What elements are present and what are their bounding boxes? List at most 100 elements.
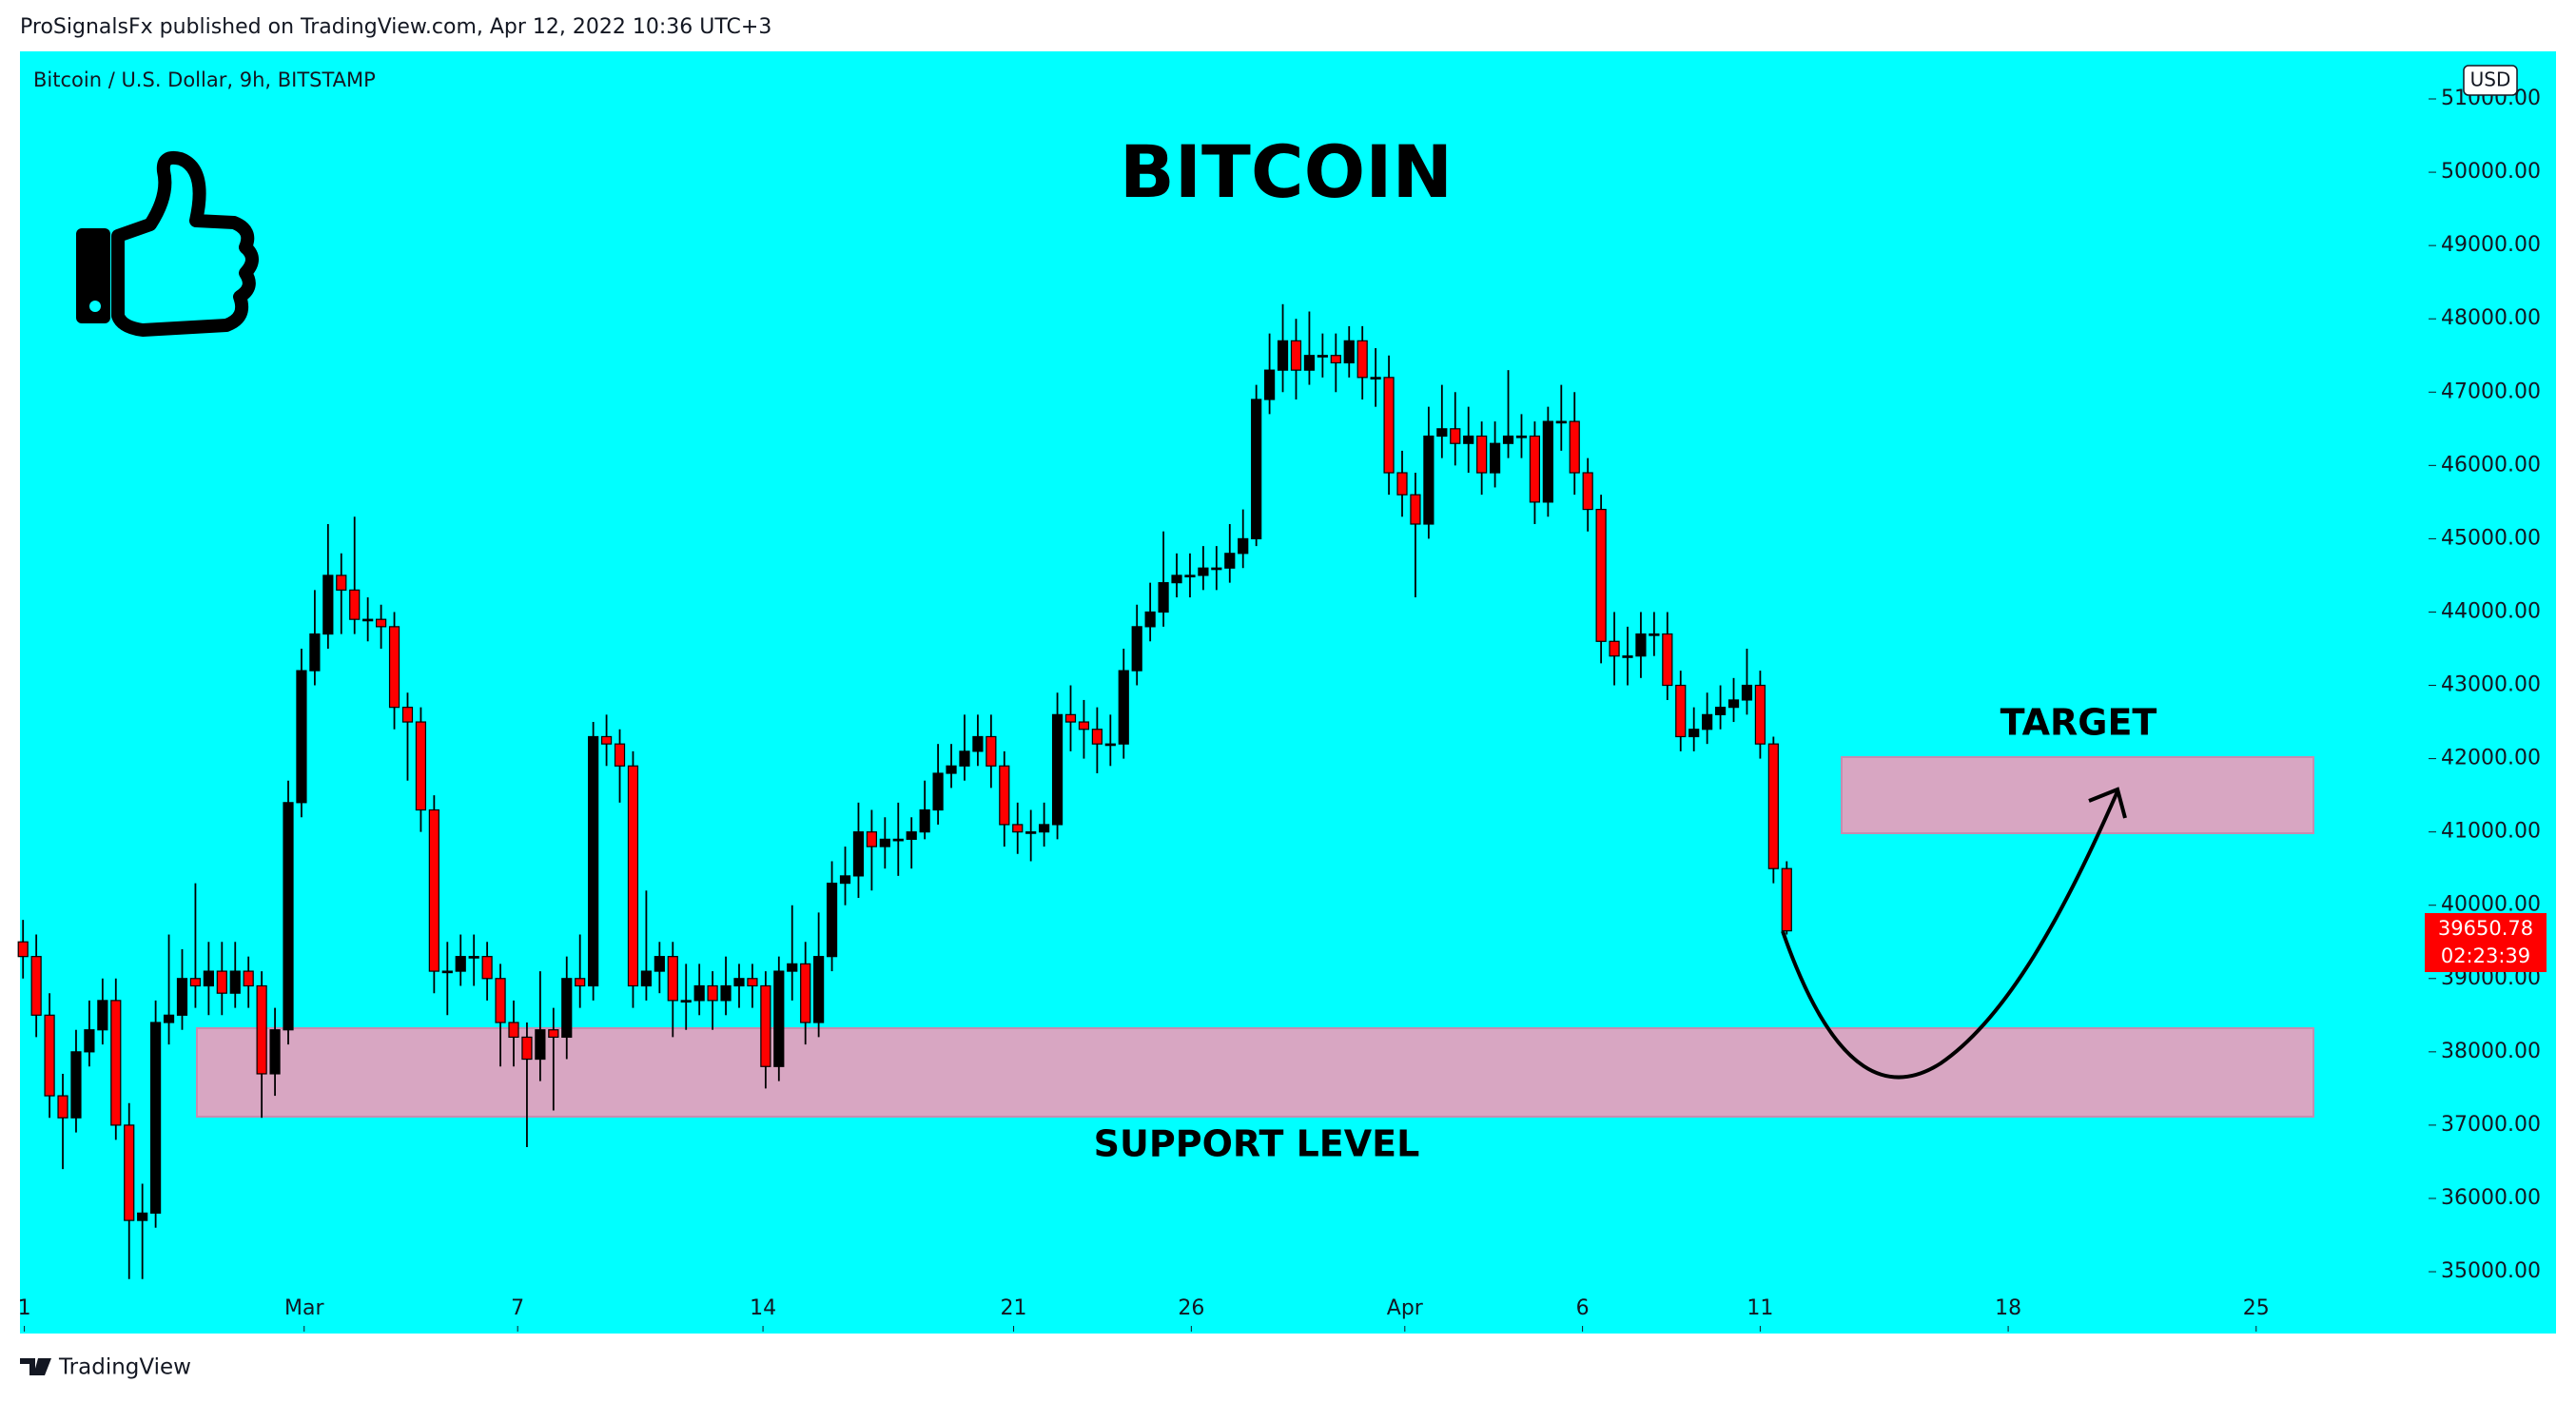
last-price: 39650.78 <box>2438 917 2533 940</box>
y-tick-label: 40000.00 <box>2441 893 2541 917</box>
x-tick-label: 21 <box>1001 1296 1027 1320</box>
candle-body <box>296 670 307 804</box>
candle-body <box>1688 729 1700 738</box>
arrow <box>1781 790 2119 1080</box>
candle-body <box>1410 494 1421 525</box>
candle-body <box>707 984 718 1002</box>
candle-body <box>283 802 294 1031</box>
candle-body <box>1622 655 1633 658</box>
candle-body <box>388 626 400 709</box>
candle-body <box>1767 743 1779 869</box>
candle-body <box>70 1051 82 1119</box>
candle-body <box>1131 626 1142 672</box>
candle-body <box>1635 633 1647 657</box>
candle-body <box>1542 420 1553 503</box>
y-tick-label: 43000.00 <box>2441 673 2541 697</box>
candle-body <box>535 1029 546 1061</box>
candle-body <box>1171 574 1182 584</box>
x-tick-label: Apr <box>1387 1296 1424 1320</box>
candle-body <box>1104 743 1116 747</box>
candle-body <box>495 978 506 1023</box>
footer-logo: TradingView <box>20 1355 191 1380</box>
candle-body <box>1675 684 1687 738</box>
candle-body <box>892 838 904 842</box>
candle-body <box>800 963 811 1023</box>
candle-body <box>852 831 865 877</box>
candle-body <box>614 743 626 767</box>
candle-body <box>1064 713 1077 723</box>
y-tick-label: 35000.00 <box>2441 1259 2541 1283</box>
candle-body <box>588 735 599 987</box>
support-zone <box>196 1027 2314 1118</box>
candle-body <box>1264 369 1276 400</box>
y-tick-label: 38000.00 <box>2441 1040 2541 1063</box>
x-tick-label: 11 <box>1747 1296 1773 1320</box>
y-tick-label: 47000.00 <box>2441 380 2541 403</box>
candle-body <box>229 970 241 994</box>
candle-body <box>600 735 613 745</box>
candle-body <box>693 984 705 1002</box>
candle-body <box>1383 377 1395 474</box>
candle-body <box>1463 435 1474 444</box>
candle-body <box>959 750 970 767</box>
candle-body <box>733 978 745 987</box>
candle-body <box>1211 567 1222 571</box>
candle-body <box>654 956 665 972</box>
candle-body <box>1727 699 1740 709</box>
currency-box <box>2463 65 2518 96</box>
candle-body <box>1198 567 1209 576</box>
candle-body <box>667 956 678 1002</box>
candle-body <box>1370 377 1381 380</box>
x-tick-label: 26 <box>1178 1296 1204 1320</box>
footer: TradingView <box>58 1355 191 1380</box>
candle-body <box>243 970 254 987</box>
candle-body <box>30 956 42 1016</box>
candle-body <box>1317 355 1328 358</box>
candle-body <box>441 970 453 974</box>
candle-body <box>640 970 653 987</box>
y-tick-label: 37000.00 <box>2441 1113 2541 1137</box>
candle-body <box>1158 582 1169 613</box>
icon-hand <box>111 150 259 337</box>
candle-body <box>548 1029 559 1039</box>
candle-body <box>189 978 202 987</box>
candle-body <box>137 1212 148 1221</box>
candle-body <box>1609 640 1620 657</box>
candle-body <box>44 1014 55 1097</box>
candle-body <box>322 574 334 635</box>
candle-body <box>1702 713 1713 730</box>
candle-body <box>1118 670 1129 745</box>
candle-body <box>1025 831 1037 834</box>
candle-body <box>1303 355 1316 371</box>
plot-area <box>20 51 2556 1334</box>
candle-body <box>1489 442 1501 474</box>
icon-dot <box>89 301 101 312</box>
candle-body <box>1039 824 1050 833</box>
candle-body <box>468 956 479 959</box>
candle-body <box>972 735 984 752</box>
candle-body <box>826 882 838 958</box>
candle-body <box>508 1022 519 1039</box>
y-tick-label: 41000.00 <box>2441 820 2541 844</box>
candle-body <box>415 721 427 811</box>
x-tick-label: 6 <box>1576 1296 1590 1320</box>
y-tick-label: 42000.00 <box>2441 747 2541 770</box>
candle-body <box>760 984 771 1067</box>
candle-body <box>110 1000 122 1126</box>
candle-body <box>879 838 890 847</box>
candle-body <box>906 831 917 840</box>
candle-body <box>57 1095 68 1119</box>
candle-body <box>1781 867 1792 932</box>
candle-body <box>336 574 347 591</box>
candle-body <box>309 633 321 672</box>
y-tick-label: 49000.00 <box>2441 233 2541 257</box>
candle-body <box>124 1124 135 1221</box>
candle-body <box>1251 399 1262 539</box>
symbol: Bitcoin / U.S. Dollar, 9h, BITSTAMP <box>33 68 376 91</box>
candle-body <box>1754 684 1766 745</box>
candle-body <box>428 808 439 972</box>
candle-body <box>1569 420 1580 474</box>
candle-body <box>375 618 387 628</box>
candle-body <box>1290 340 1302 371</box>
